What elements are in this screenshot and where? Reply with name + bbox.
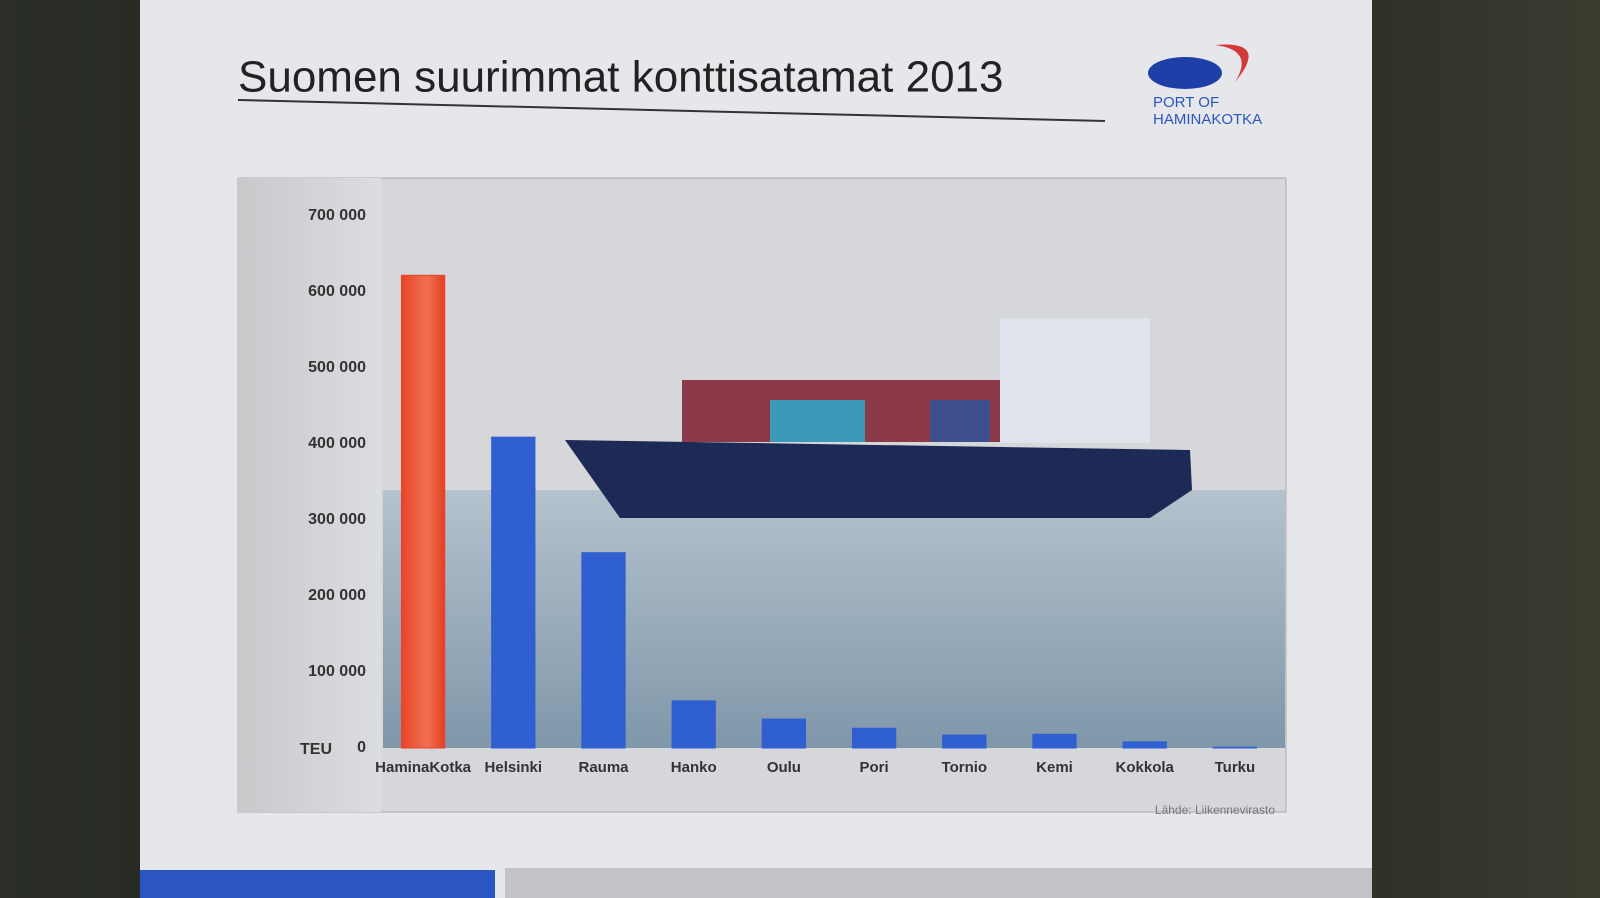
ship-hull (565, 440, 1192, 518)
ship-cargo (682, 380, 1062, 442)
bar (1122, 741, 1167, 749)
x-tick-label: HaminaKotka (375, 759, 472, 776)
logo-text: PORT OF (1153, 94, 1219, 111)
bar (942, 734, 987, 749)
x-tick-label: Kemi (1036, 759, 1073, 776)
y-tick-label: 600 000 (308, 283, 366, 300)
bar (1032, 733, 1077, 749)
title-rule (237, 99, 1106, 122)
bar (671, 700, 716, 749)
y-tick-label: 0 (357, 739, 366, 756)
y-tick-label: 500 000 (308, 359, 366, 376)
y-tick-label: 700 000 (308, 207, 366, 224)
bar (1212, 746, 1258, 749)
footer-bar (505, 868, 1372, 898)
ship-bridge (1000, 318, 1150, 443)
axis-panel (238, 178, 381, 812)
logo-mark (1215, 44, 1249, 82)
bar (851, 727, 897, 749)
y-tick-label: 200 000 (308, 587, 366, 604)
footer-bar (140, 870, 495, 898)
y-tick-label: 400 000 (308, 435, 366, 452)
y-axis-label: TEU (300, 741, 332, 758)
x-tick-label: Hanko (671, 759, 717, 776)
chart-title: Suomen suurimmat konttisatamat 2013 (238, 53, 1004, 102)
x-tick-label: Helsinki (485, 759, 543, 776)
x-tick-label: Kokkola (1116, 759, 1175, 776)
logo-mark (1148, 57, 1222, 89)
x-tick-label: Tornio (942, 759, 988, 776)
ship-cargo (930, 400, 990, 442)
y-tick-label: 100 000 (308, 663, 366, 680)
source-note: Lähde: Liikennevirasto (1155, 803, 1275, 817)
x-tick-label: Rauma (578, 759, 629, 776)
y-tick-label: 300 000 (308, 511, 366, 528)
logo-text: HAMINAKOTKA (1153, 111, 1262, 128)
x-tick-label: Oulu (767, 759, 801, 776)
bar (581, 552, 626, 749)
x-tick-label: Pori (860, 759, 889, 776)
bar (491, 436, 536, 749)
ship-cargo (770, 400, 865, 442)
bar (761, 718, 807, 749)
bar (400, 274, 446, 749)
x-tick-label: Turku (1215, 759, 1256, 776)
